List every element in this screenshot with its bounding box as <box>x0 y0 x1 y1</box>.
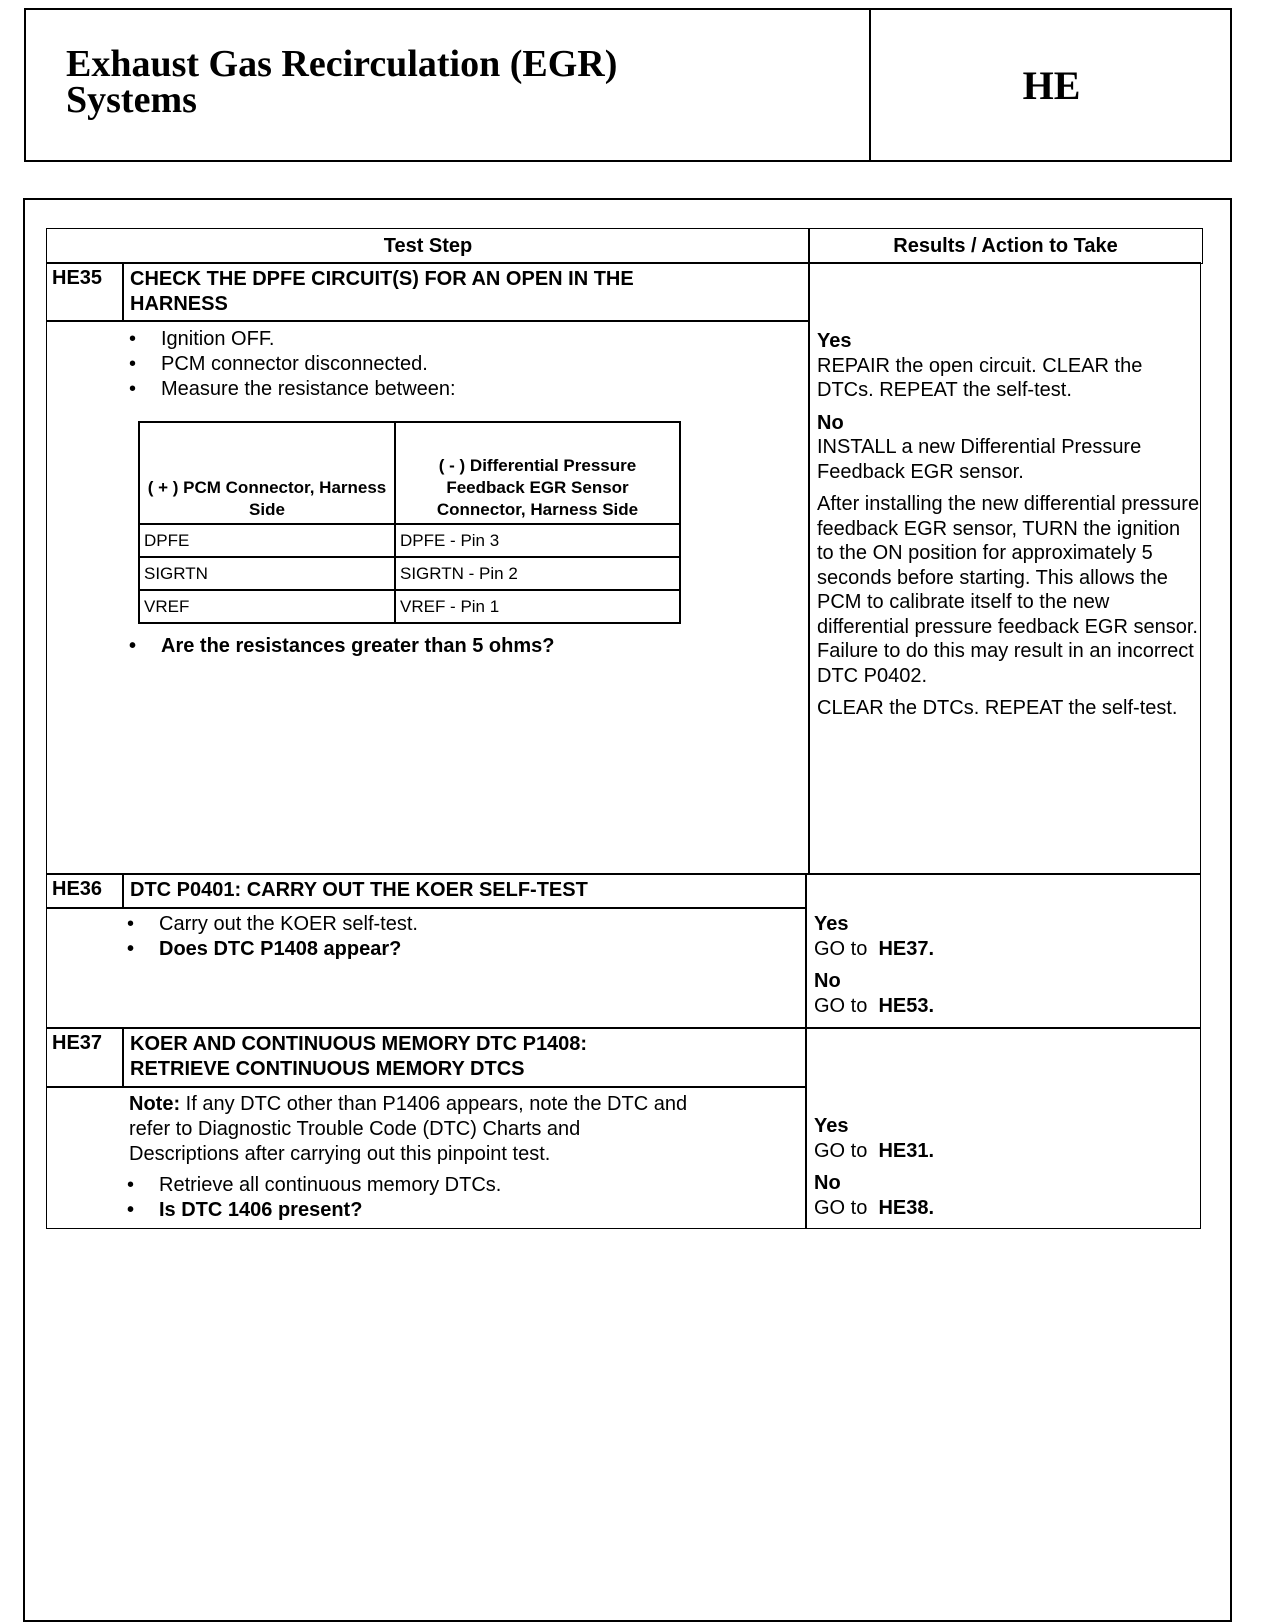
title-line-2: Systems <box>66 79 197 121</box>
page-title: Exhaust Gas Recirculation (EGR) Systems <box>66 43 618 121</box>
result-yes-text: REPAIR the open circuit. CLEAR the DTCs.… <box>817 354 1143 402</box>
step-title: CHECK THE DPFE CIRCUIT(S) FOR AN OPEN IN… <box>122 262 810 322</box>
column-header-results: Results / Action to Take <box>808 228 1203 264</box>
bullet-item: Retrieve all continuous memory DTCs. <box>119 1173 806 1198</box>
pin-table-cell: DPFE - Pin 3 <box>394 523 681 558</box>
results-cell: Yes REPAIR the open circuit. CLEAR the DT… <box>808 262 1201 875</box>
pin-table-header: ( - ) Differential Pressure Feedback EGR… <box>394 421 681 525</box>
step-title-line: CHECK THE DPFE CIRCUIT(S) FOR AN OPEN IN… <box>130 268 634 290</box>
goto-step-link[interactable]: HE31. <box>878 1139 935 1162</box>
result-yes-label: Yes <box>814 913 849 935</box>
goto-step-link[interactable]: HE37. <box>878 937 935 960</box>
page-header: Exhaust Gas Recirculation (EGR) Systems … <box>24 8 1232 162</box>
page-frame <box>23 198 1232 1622</box>
goto-step-link[interactable]: HE53. <box>878 994 935 1017</box>
step-id: HE36 <box>46 873 124 909</box>
column-header-test-step: Test Step <box>46 228 810 264</box>
step-body: Carry out the KOER self-test. Does DTC P… <box>46 907 807 1029</box>
note-label: Note: <box>129 1093 181 1115</box>
step-title-line: HARNESS <box>130 293 228 315</box>
pin-table-cell: SIGRTN <box>138 556 396 591</box>
result-go-text: GO to <box>814 1196 868 1219</box>
results-cell: Yes GO to HE31. No GO to HE38. <box>805 1027 1201 1229</box>
bullet-item: Carry out the KOER self-test. <box>119 912 806 937</box>
step-title-line: KOER AND CONTINUOUS MEMORY DTC P1408: <box>130 1033 588 1055</box>
pin-table-cell: VREF <box>138 589 396 624</box>
bullet-item: Ignition OFF. <box>121 327 809 352</box>
step-title-line: RETRIEVE CONTINUOUS MEMORY DTCS <box>130 1058 525 1080</box>
note-body: If any DTC other than P1406 appears, not… <box>129 1093 688 1165</box>
result-note: After installing the new differential pr… <box>817 493 1200 687</box>
section-code: HE <box>1022 62 1081 108</box>
bullet-item: PCM connector disconnected. <box>121 352 809 377</box>
result-note: CLEAR the DTCs. REPEAT the self-test. <box>817 697 1178 719</box>
pin-table-cell: VREF - Pin 1 <box>394 589 681 624</box>
bullet-question: Is DTC 1406 present? <box>119 1198 806 1223</box>
pin-table-cell: DPFE <box>138 523 396 558</box>
result-no-label: No <box>814 1172 841 1194</box>
note-text: Note: If any DTC other than P1406 appear… <box>47 1087 699 1167</box>
result-go-text: GO to <box>814 937 868 960</box>
result-no-label: No <box>814 970 841 992</box>
step-body: Ignition OFF. PCM connector disconnected… <box>46 320 810 875</box>
result-go-text: GO to <box>814 1139 868 1162</box>
pin-table: ( + ) PCM Connector, Harness Side ( - ) … <box>138 421 681 624</box>
bullet-question: Are the resistances greater than 5 ohms? <box>121 634 554 659</box>
bullet-item: Measure the resistance between: <box>121 377 809 402</box>
pin-table-header: ( + ) PCM Connector, Harness Side <box>138 421 396 525</box>
results-cell: Yes GO to HE37. No GO to HE53. <box>805 873 1201 1029</box>
step-id: HE37 <box>46 1027 124 1088</box>
result-go-text: GO to <box>814 994 868 1017</box>
result-no-label: No <box>817 411 844 434</box>
header-divider <box>869 10 871 160</box>
result-yes-label: Yes <box>814 1115 849 1137</box>
goto-step-link[interactable]: HE38. <box>878 1196 935 1219</box>
step-title: DTC P0401: CARRY OUT THE KOER SELF-TEST <box>122 873 807 909</box>
result-no-text: INSTALL a new Differential Pressure Feed… <box>817 436 1142 483</box>
title-line-1: Exhaust Gas Recirculation (EGR) <box>66 43 618 85</box>
pin-table-cell: SIGRTN - Pin 2 <box>394 556 681 591</box>
bullet-question: Does DTC P1408 appear? <box>119 937 806 962</box>
step-title: KOER AND CONTINUOUS MEMORY DTC P1408: RE… <box>122 1027 807 1088</box>
result-yes-label: Yes <box>817 330 852 352</box>
step-body: Note: If any DTC other than P1406 appear… <box>46 1086 807 1229</box>
step-id: HE35 <box>46 262 124 322</box>
